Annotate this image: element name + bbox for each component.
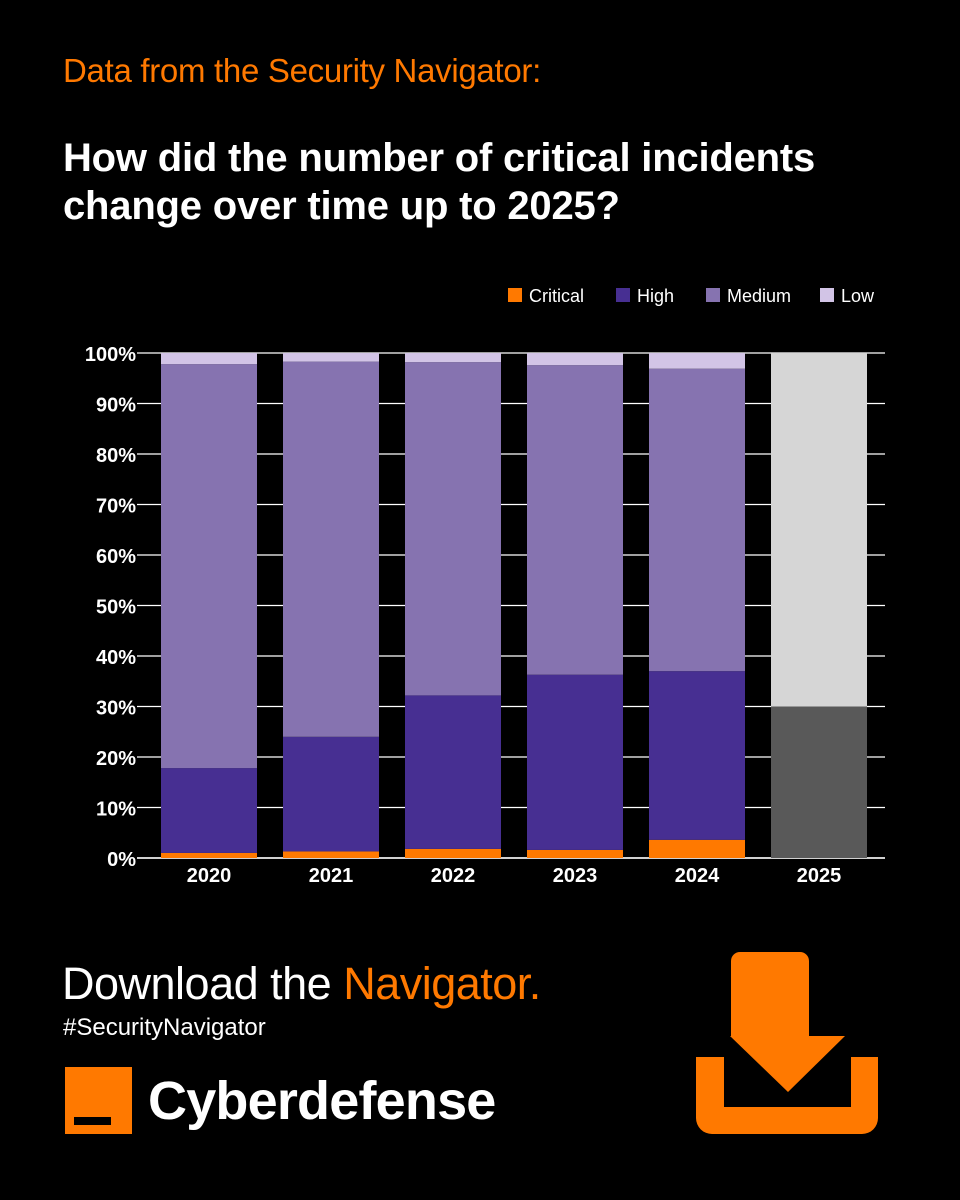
- logo-bar: [74, 1117, 111, 1125]
- critical-bar-2020: [161, 852, 257, 858]
- download-arrow: [730, 952, 845, 1092]
- critical-bar-2021: [283, 851, 379, 858]
- legend-swatch-high: [616, 288, 630, 302]
- y-tick-label: 20%: [96, 748, 136, 770]
- medium-bar-2023: [527, 365, 623, 675]
- x-axis: 2020 2021 2022 2023 2024 2025: [187, 865, 842, 887]
- y-tick-label: 60%: [96, 546, 136, 568]
- y-axis: 0% 10% 20% 30% 40% 50% 60% 70% 80% 90% 100%: [85, 344, 136, 871]
- high-bar-2022: [405, 695, 501, 849]
- low-bar-2023: [527, 353, 623, 366]
- download-cta[interactable]: Download the Navigator.: [62, 958, 541, 1010]
- y-tick-label: 100%: [85, 344, 136, 366]
- y-tick-label: 50%: [96, 597, 136, 619]
- y-tick-label: 40%: [96, 647, 136, 669]
- cta-prefix: Download the: [62, 958, 344, 1009]
- medium-bar-2020: [161, 364, 257, 769]
- low-bar-2022: [405, 353, 501, 363]
- legend-label-critical: Critical: [529, 286, 584, 306]
- forecast-segment-0-2025: [771, 706, 867, 858]
- hashtag[interactable]: #SecurityNavigator: [63, 1014, 266, 1041]
- x-tick-label: 2022: [431, 865, 476, 887]
- y-tick-label: 70%: [96, 496, 136, 518]
- grid-layer: [137, 352, 885, 859]
- y-tick-label: 30%: [96, 698, 136, 720]
- page-title: How did the number of critical incidents…: [63, 136, 816, 228]
- medium-bar-2024: [649, 368, 745, 672]
- high-bar-2023: [527, 674, 623, 850]
- legend-label-low: Low: [841, 286, 875, 306]
- x-tick-label: 2021: [309, 865, 354, 887]
- legend: Critical High Medium Low: [508, 286, 875, 306]
- y-tick-label: 90%: [96, 395, 136, 417]
- high-bar-2021: [283, 736, 379, 852]
- critical-bar-2022: [405, 848, 501, 858]
- x-tick-label: 2023: [553, 865, 598, 887]
- legend-swatch-low: [820, 288, 834, 302]
- download-tray-icon[interactable]: [690, 950, 885, 1140]
- y-tick-label: 10%: [96, 799, 136, 821]
- download-tray: [696, 1057, 878, 1134]
- critical-bar-2024: [649, 839, 745, 858]
- orange-square-logo-icon: [65, 1067, 132, 1134]
- legend-label-high: High: [637, 286, 674, 306]
- x-tick-label: 2025: [797, 865, 842, 887]
- brand-name: Cyberdefense: [148, 1071, 496, 1131]
- x-tick-label: 2020: [187, 865, 232, 887]
- low-bar-2024: [649, 353, 745, 369]
- high-bar-2020: [161, 768, 257, 853]
- kicker-text: Data from the Security Navigator:: [63, 52, 541, 89]
- x-tick-label: 2024: [675, 865, 720, 887]
- y-tick-label: 0%: [107, 849, 136, 871]
- forecast-segment-1-2025: [771, 353, 867, 707]
- high-bar-2024: [649, 671, 745, 840]
- low-bar-2021: [283, 353, 379, 362]
- medium-bar-2021: [283, 361, 379, 737]
- critical-bar-2023: [527, 849, 623, 858]
- cta-highlight: Navigator.: [343, 958, 541, 1009]
- low-bar-2020: [161, 353, 257, 365]
- legend-label-medium: Medium: [727, 286, 791, 306]
- legend-swatch-medium: [706, 288, 720, 302]
- medium-bar-2022: [405, 362, 501, 696]
- y-tick-label: 80%: [96, 445, 136, 467]
- bars-layer: [161, 353, 867, 858]
- legend-swatch-critical: [508, 288, 522, 302]
- stacked-bar-chart: 0%10%20%30%40%50%60%70%80%90%100% 2020 20…: [85, 286, 885, 887]
